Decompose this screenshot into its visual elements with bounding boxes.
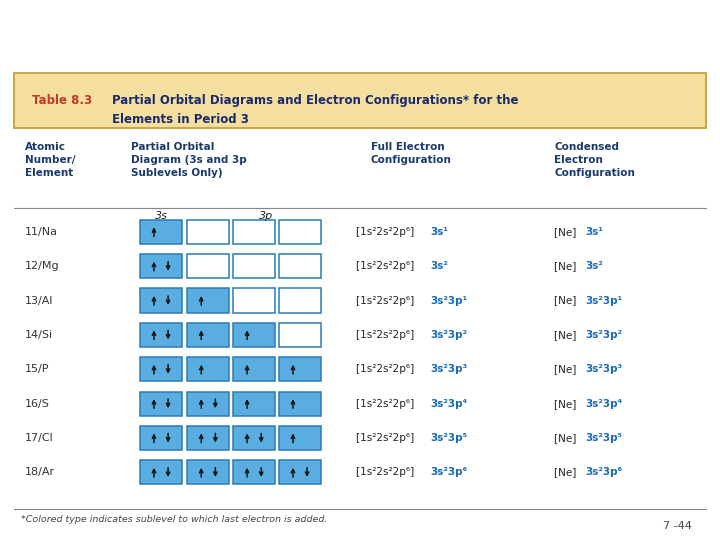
Bar	[14, 73, 706, 128]
Text: 3s¹: 3s¹	[586, 227, 603, 237]
Text: [1s²2s²2p⁶]: [1s²2s²2p⁶]	[356, 261, 418, 271]
Text: 3s²: 3s²	[431, 261, 449, 271]
Bar	[187, 254, 230, 278]
Bar	[187, 357, 230, 381]
Text: [1s²2s²2p⁶]: [1s²2s²2p⁶]	[356, 364, 418, 374]
Text: Atomic
Number/
Element: Atomic Number/ Element	[24, 142, 76, 178]
Text: 3s²3p³: 3s²3p³	[431, 364, 468, 374]
Bar	[233, 392, 275, 416]
Bar	[279, 426, 321, 450]
Text: 3s²3p³: 3s²3p³	[586, 364, 623, 374]
Text: [Ne]: [Ne]	[554, 227, 580, 237]
Text: 3s²3p⁶: 3s²3p⁶	[586, 468, 623, 477]
Text: [1s²2s²2p⁶]: [1s²2s²2p⁶]	[356, 227, 418, 237]
Bar	[233, 288, 275, 313]
Bar	[140, 357, 182, 381]
Bar	[279, 288, 321, 313]
Text: 17/Cl: 17/Cl	[24, 433, 53, 443]
Text: Periodicity of Electron Configurations: Periodicity of Electron Configurations	[22, 21, 640, 49]
Bar	[187, 323, 230, 347]
Text: 16/S: 16/S	[24, 399, 50, 409]
Text: [Ne]: [Ne]	[554, 364, 580, 374]
Text: 3s²3p⁴: 3s²3p⁴	[586, 399, 623, 409]
Text: 11/Na: 11/Na	[24, 227, 58, 237]
Text: Partial Orbital
Diagram (3s and 3p
Sublevels Only): Partial Orbital Diagram (3s and 3p Suble…	[130, 142, 246, 178]
Text: 3s²3p¹: 3s²3p¹	[431, 295, 468, 306]
Text: [Ne]: [Ne]	[554, 330, 580, 340]
Bar	[140, 460, 182, 484]
Bar	[140, 220, 182, 244]
Text: [1s²2s²2p⁶]: [1s²2s²2p⁶]	[356, 295, 418, 306]
Bar	[279, 392, 321, 416]
Text: Elements in Period 3: Elements in Period 3	[112, 113, 248, 126]
Bar	[233, 254, 275, 278]
Bar	[233, 220, 275, 244]
Bar	[187, 220, 230, 244]
Bar	[187, 460, 230, 484]
Text: 3s²3p⁵: 3s²3p⁵	[431, 433, 468, 443]
Text: 15/P: 15/P	[24, 364, 50, 374]
Bar	[279, 323, 321, 347]
Text: Table 8.3: Table 8.3	[32, 94, 92, 107]
Bar	[233, 323, 275, 347]
Text: [Ne]: [Ne]	[554, 433, 580, 443]
Bar	[140, 254, 182, 278]
Text: 3s²3p⁵: 3s²3p⁵	[586, 433, 623, 443]
Bar	[140, 392, 182, 416]
Text: [Ne]: [Ne]	[554, 399, 580, 409]
Bar	[279, 254, 321, 278]
Bar	[279, 220, 321, 244]
Text: 3s²3p²: 3s²3p²	[586, 330, 623, 340]
Text: Condensed
Electron
Configuration: Condensed Electron Configuration	[554, 142, 635, 178]
Bar	[140, 323, 182, 347]
Text: Full Electron
Configuration: Full Electron Configuration	[371, 142, 451, 165]
Bar	[140, 426, 182, 450]
Bar	[233, 426, 275, 450]
Bar	[233, 357, 275, 381]
Bar	[279, 357, 321, 381]
Text: 3s²3p⁴: 3s²3p⁴	[431, 399, 468, 409]
Text: 12/Mg: 12/Mg	[24, 261, 60, 271]
Text: 14/Si: 14/Si	[24, 330, 53, 340]
Text: [1s²2s²2p⁶]: [1s²2s²2p⁶]	[356, 433, 418, 443]
Text: 3s¹: 3s¹	[431, 227, 449, 237]
Text: 7 -44: 7 -44	[662, 521, 692, 531]
Bar	[140, 288, 182, 313]
Text: [1s²2s²2p⁶]: [1s²2s²2p⁶]	[356, 399, 418, 409]
Text: [Ne]: [Ne]	[554, 261, 580, 271]
Bar	[187, 288, 230, 313]
Bar	[187, 426, 230, 450]
Bar	[187, 392, 230, 416]
Text: [1s²2s²2p⁶]: [1s²2s²2p⁶]	[356, 330, 418, 340]
Text: 3p: 3p	[259, 212, 274, 221]
Text: 3s²3p¹: 3s²3p¹	[586, 295, 623, 306]
Bar	[279, 460, 321, 484]
Text: [Ne]: [Ne]	[554, 295, 580, 306]
Text: 3s²3p⁶: 3s²3p⁶	[431, 468, 468, 477]
Text: 13/Al: 13/Al	[24, 295, 53, 306]
Text: Partial Orbital Diagrams and Electron Configurations* for the: Partial Orbital Diagrams and Electron Co…	[112, 94, 518, 107]
Bar	[233, 460, 275, 484]
Text: 18/Ar: 18/Ar	[24, 468, 55, 477]
Text: [1s²2s²2p⁶]: [1s²2s²2p⁶]	[356, 468, 418, 477]
Text: [Ne]: [Ne]	[554, 468, 580, 477]
Text: 3s: 3s	[155, 212, 168, 221]
Text: 3s²: 3s²	[586, 261, 603, 271]
Text: 3s²3p²: 3s²3p²	[431, 330, 468, 340]
Text: *Colored type indicates sublevel to which last electron is added.: *Colored type indicates sublevel to whic…	[22, 515, 328, 524]
